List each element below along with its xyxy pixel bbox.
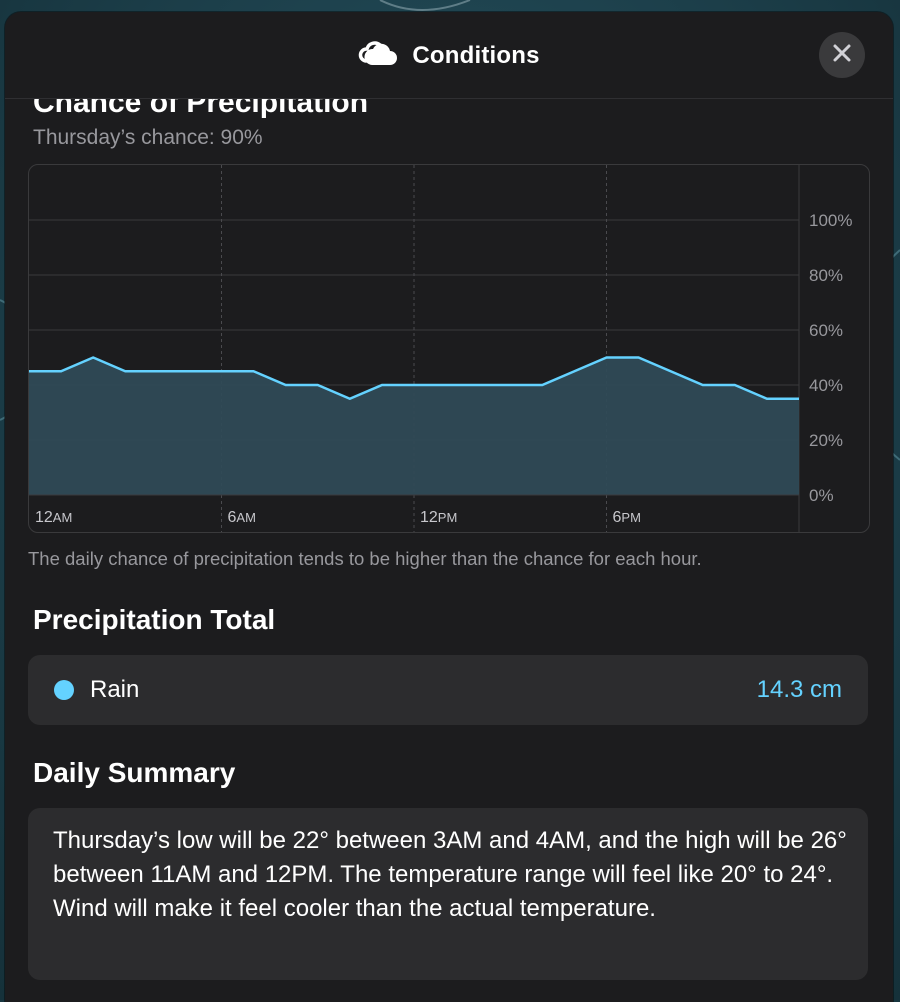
rain-total-value: 14.3 cm — [756, 676, 842, 703]
x-tick-label: 12AM — [35, 509, 72, 526]
y-tick-label: 60% — [809, 321, 843, 340]
scroll-content[interactable]: Chance of Precipitation Thursday’s chanc… — [5, 12, 893, 1002]
y-tick-label: 20% — [809, 431, 843, 450]
y-tick-label: 80% — [809, 266, 843, 285]
close-button[interactable] — [819, 32, 865, 78]
y-tick-label: 40% — [809, 376, 843, 395]
x-tick-label: 12PM — [420, 509, 457, 526]
daily-chance-subtitle: Thursday’s chance: 90% — [33, 126, 263, 149]
sheet-header: Conditions — [5, 12, 893, 99]
precipitation-total-card: Rain 14.3 cm — [28, 655, 868, 725]
precipitation-total-heading: Precipitation Total — [33, 604, 276, 635]
daily-summary-text: Thursday’s low will be 22° between 3AM a… — [53, 827, 847, 922]
close-icon — [832, 43, 852, 68]
rain-label: Rain — [90, 676, 140, 703]
y-tick-label: 100% — [809, 211, 852, 230]
cloud-icon — [358, 39, 398, 72]
precipitation-chart[interactable]: 0% 20% 40% 60% 80% 100% 12AM 6AM 12PM 6PM — [28, 164, 870, 533]
conditions-sheet: Chance of Precipitation Thursday’s chanc… — [5, 12, 893, 1002]
daily-summary-card: Thursday’s low will be 22° between 3AM a… — [28, 808, 868, 980]
chart-footnote: The daily chance of precipitation tends … — [28, 548, 702, 569]
rain-dot-icon — [54, 680, 74, 700]
precipitation-area — [29, 357, 799, 495]
precipitation-line — [29, 356, 799, 400]
daily-summary-heading: Daily Summary — [33, 757, 236, 788]
x-tick-label: 6AM — [228, 509, 256, 526]
x-tick-label: 6PM — [613, 509, 641, 526]
y-tick-label: 0% — [809, 486, 834, 505]
precipitation-chart-svg: 0% 20% 40% 60% 80% 100% 12AM 6AM 12PM 6PM — [29, 165, 852, 532]
sheet-title: Conditions — [412, 41, 540, 69]
sheet-title-group: Conditions — [5, 39, 893, 72]
